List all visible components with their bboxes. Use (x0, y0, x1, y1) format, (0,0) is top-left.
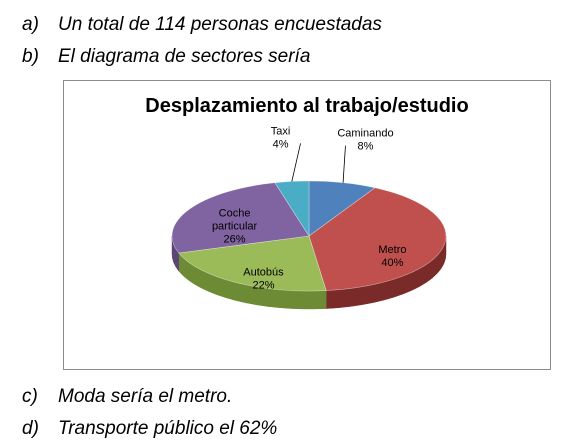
slice-label-4-line-1: 4% (273, 138, 289, 150)
answer-d-letter: d) (22, 418, 39, 439)
answer-c: c) Moda sería el metro. (22, 386, 232, 408)
label-layer: Caminando 8% Metro 40% Autobús 22% Coche partic… (212, 125, 407, 291)
answer-d-text: Transporte público el 62% (58, 418, 278, 439)
slice-label-2-line-0: Autobús (243, 266, 284, 278)
slice-label-1-line-1: 40% (381, 257, 403, 269)
answer-d: d) Transporte público el 62% (22, 418, 277, 440)
slice-label-1: Metro 40% (378, 244, 406, 269)
chart-title: Desplazamiento al trabajo/estudio (145, 95, 468, 117)
slice-label-4: Taxi 4% (271, 125, 291, 150)
slice-label-4-line-0: Taxi (271, 125, 291, 137)
answer-b-text: El diagrama de sectores sería (58, 46, 311, 67)
answer-b-letter: b) (22, 46, 39, 67)
slice-label-0: Caminando 8% (337, 128, 393, 153)
answer-a-letter: a) (22, 14, 39, 35)
slice-label-3-line-1: particular (212, 221, 258, 233)
pie-chart: Desplazamiento al trabajo/estudio Camina… (145, 95, 469, 310)
pie-slice-3 (171, 182, 310, 254)
slice-label-1-line-0: Metro (378, 244, 406, 256)
leader-line-4 (291, 143, 301, 182)
slice-label-3-line-2: 26% (224, 234, 246, 246)
pie-chart-frame: Desplazamiento al trabajo/estudio Camina… (63, 80, 551, 370)
slice-label-3-line-0: Coche (219, 208, 251, 220)
answer-a: a) Un total de 114 personas encuestadas (22, 14, 382, 36)
slice-label-0-line-0: Caminando (337, 128, 393, 140)
pie-slice-1 (308, 187, 447, 291)
pie-slice-4 (274, 180, 310, 238)
slice-label-0-line-1: 8% (357, 141, 373, 153)
answer-a-text: Un total de 114 personas encuestadas (58, 14, 382, 35)
slice-label-2: Autobús 22% (243, 266, 284, 291)
answer-b: b) El diagrama de sectores sería (22, 46, 310, 68)
answer-c-letter: c) (22, 386, 38, 407)
pie-layer (171, 180, 447, 310)
leader-line-0 (342, 145, 346, 183)
pie-slice-2 (178, 235, 327, 292)
answer-c-text: Moda sería el metro. (58, 386, 233, 407)
slice-label-3: Coche particular 26% (212, 208, 258, 246)
slice-label-2-line-1: 22% (252, 279, 274, 291)
